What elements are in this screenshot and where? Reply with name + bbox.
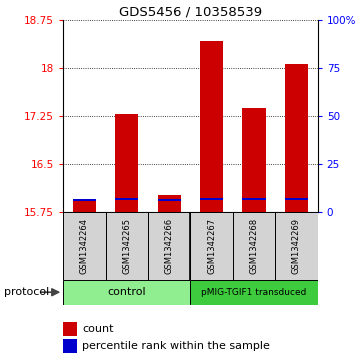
Bar [73, 201, 96, 212]
Text: GSM1342268: GSM1342268 [249, 218, 258, 274]
Bar [115, 114, 139, 212]
Bar [285, 64, 308, 212]
Text: GSM1342265: GSM1342265 [122, 218, 131, 274]
Bar [63, 212, 105, 280]
Bar [157, 199, 181, 201]
Bar [191, 212, 233, 280]
Bar [63, 322, 77, 336]
Text: count: count [82, 324, 114, 334]
Bar [148, 212, 191, 280]
Text: percentile rank within the sample: percentile rank within the sample [82, 341, 270, 351]
Bar [105, 212, 148, 280]
Bar [275, 212, 318, 280]
Text: control: control [108, 287, 146, 297]
Text: GSM1342264: GSM1342264 [80, 218, 89, 274]
Bar [285, 198, 308, 200]
Bar [63, 339, 77, 353]
Title: GDS5456 / 10358539: GDS5456 / 10358539 [119, 6, 262, 19]
Bar [191, 280, 318, 305]
Text: protocol: protocol [4, 287, 49, 297]
Bar [73, 199, 96, 201]
Bar [200, 41, 223, 212]
Bar [63, 280, 191, 305]
Text: GSM1342269: GSM1342269 [292, 218, 301, 274]
Bar [157, 195, 181, 212]
Bar [115, 198, 139, 200]
Text: pMIG-TGIF1 transduced: pMIG-TGIF1 transduced [201, 288, 307, 297]
Text: GSM1342266: GSM1342266 [165, 218, 174, 274]
Bar [233, 212, 275, 280]
Bar [242, 198, 266, 200]
Text: GSM1342267: GSM1342267 [207, 218, 216, 274]
Bar [242, 108, 266, 212]
Bar [200, 198, 223, 200]
